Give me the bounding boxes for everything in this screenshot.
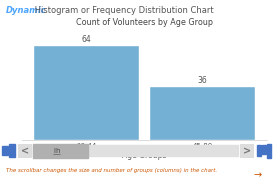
Text: Dynamic: Dynamic — [6, 6, 46, 15]
Text: >: > — [243, 146, 251, 156]
Text: I̲h̲: I̲h̲ — [55, 148, 61, 154]
Bar — [34, 46, 139, 140]
Bar — [9, 144, 15, 157]
Bar — [150, 87, 255, 140]
Text: →: → — [253, 171, 261, 181]
Bar — [18, 144, 32, 158]
Text: 64: 64 — [81, 35, 91, 44]
Bar — [267, 144, 271, 158]
Title: Count of Volunteers by Age Group: Count of Volunteers by Age Group — [76, 18, 213, 27]
Text: Histogram or Frequency Distribution Chart: Histogram or Frequency Distribution Char… — [32, 6, 213, 15]
Text: <: < — [21, 146, 29, 156]
Bar — [33, 145, 238, 156]
Text: The scrollbar changes the size and number of groups (columns) in the chart.: The scrollbar changes the size and numbe… — [6, 168, 217, 173]
Text: 36: 36 — [198, 76, 208, 85]
Bar — [33, 144, 88, 158]
Bar — [2, 146, 8, 155]
Bar — [257, 145, 261, 156]
Bar — [240, 144, 254, 158]
X-axis label: Age Groups: Age Groups — [122, 151, 167, 160]
Bar — [262, 145, 266, 154]
